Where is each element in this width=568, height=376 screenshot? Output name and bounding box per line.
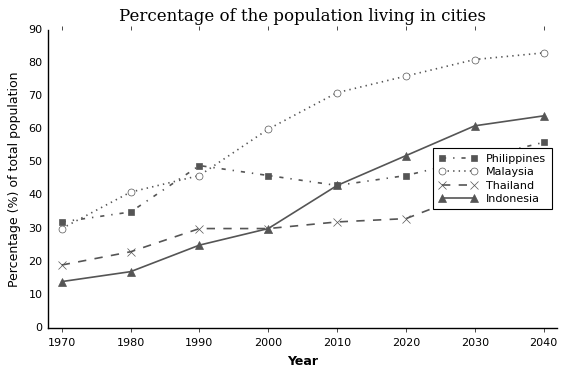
Indonesia [59,279,65,284]
Thailand [265,226,272,231]
Philippines [196,163,203,168]
Thailand [334,220,341,224]
Philippines [540,140,547,145]
Philippines [265,173,272,178]
Title: Percentage of the population living in cities: Percentage of the population living in c… [119,8,486,25]
Malaysia [265,127,272,131]
Philippines [471,157,478,161]
Malaysia [471,57,478,62]
Malaysia [540,51,547,55]
Philippines [334,183,341,188]
Indonesia [334,183,341,188]
Philippines [59,220,65,224]
Legend: Philippines, Malaysia, Thailand, Indonesia: Philippines, Malaysia, Thailand, Indones… [433,148,552,209]
X-axis label: Year: Year [287,355,318,368]
Thailand [471,190,478,194]
Indonesia [265,226,272,231]
Malaysia [127,190,134,194]
Line: Malaysia: Malaysia [59,49,547,232]
Thailand [59,263,65,267]
Thailand [403,216,410,221]
Line: Indonesia: Indonesia [57,112,548,286]
Malaysia [403,74,410,78]
Malaysia [334,90,341,95]
Indonesia [540,114,547,118]
Indonesia [471,124,478,128]
Line: Philippines: Philippines [59,139,547,225]
Thailand [540,160,547,165]
Malaysia [59,226,65,231]
Indonesia [127,269,134,274]
Malaysia [196,173,203,178]
Philippines [403,173,410,178]
Thailand [127,250,134,254]
Thailand [196,226,203,231]
Philippines [127,210,134,214]
Y-axis label: Percentage (%) of total population: Percentage (%) of total population [9,71,22,287]
Line: Thailand: Thailand [57,158,548,269]
Indonesia [196,243,203,247]
Indonesia [403,153,410,158]
